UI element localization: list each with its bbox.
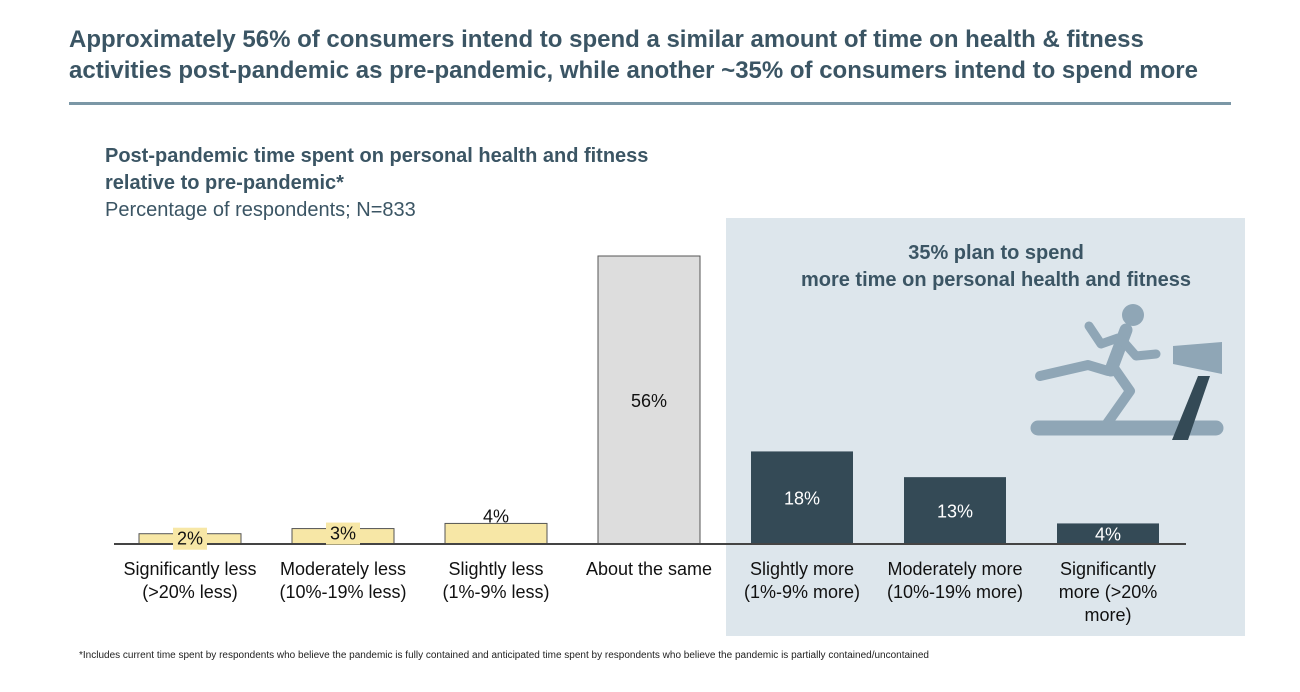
category-label-1-line-0: Moderately less bbox=[280, 559, 406, 579]
category-label-1-line-1: (10%-19% less) bbox=[279, 582, 406, 602]
category-label-4-line-0: Slightly more bbox=[750, 559, 854, 579]
category-labels: Significantly less (>20% less) Moderately … bbox=[123, 559, 1157, 625]
bars bbox=[138, 255, 1159, 545]
value-label-0: 2% bbox=[177, 529, 203, 549]
category-label-3-line-0: About the same bbox=[586, 559, 712, 579]
value-label-bg-0 bbox=[173, 527, 207, 550]
more-time-highlight-panel: 35% plan to spend more time on personal … bbox=[726, 218, 1245, 636]
headline-line-2: activities post-pandemic as pre-pandemic… bbox=[69, 57, 1198, 84]
value-labels: 2% 3% 4% 56% 18% 13% 4% bbox=[173, 391, 1121, 550]
headline-line-1: Approximately 56% of consumers intend to… bbox=[69, 26, 1144, 53]
category-label-2-line-0: Slightly less bbox=[448, 559, 543, 579]
callout-line-1: 35% plan to spend bbox=[908, 242, 1084, 264]
treadmill-runner-icon bbox=[1030, 304, 1224, 440]
bar-4 bbox=[751, 451, 853, 544]
value-label-2: 4% bbox=[483, 506, 509, 526]
category-label-0-line-0: Significantly less bbox=[123, 559, 256, 579]
category-label-5-line-1: (10%-19% more) bbox=[887, 582, 1023, 602]
category-label-6-line-1: more (>20% bbox=[1059, 582, 1158, 602]
bar-3 bbox=[597, 255, 701, 545]
headline-divider bbox=[69, 102, 1231, 105]
value-label-5: 13% bbox=[937, 502, 973, 522]
category-label-4-line-1: (1%-9% more) bbox=[744, 582, 860, 602]
callout-line-2: more time on personal health and fitness bbox=[800, 269, 1192, 291]
category-label-6-line-0: Significantly bbox=[1060, 559, 1156, 579]
bar-5 bbox=[904, 477, 1006, 544]
headline: Approximately 56% of consumers intend to… bbox=[69, 24, 1249, 86]
category-label-5-line-0: Moderately more bbox=[887, 559, 1022, 579]
bar-6 bbox=[1057, 523, 1159, 544]
footnote: *Includes current time spent by responde… bbox=[79, 650, 929, 661]
category-label-2-line-1: (1%-9% less) bbox=[442, 582, 549, 602]
chart-title-block: Post-pandemic time spent on personal hea… bbox=[105, 143, 705, 224]
value-label-6: 4% bbox=[1095, 525, 1121, 545]
category-label-0-line-1: (>20% less) bbox=[142, 582, 238, 602]
value-label-bg-1 bbox=[326, 522, 360, 545]
value-label-3: 56% bbox=[631, 391, 667, 411]
bar-2 bbox=[444, 522, 548, 545]
category-label-6-line-2: more) bbox=[1084, 605, 1131, 625]
callout-text: 35% plan to spend more time on personal … bbox=[726, 240, 1266, 294]
chart-title: Post-pandemic time spent on personal hea… bbox=[105, 145, 649, 194]
value-label-4: 18% bbox=[784, 489, 820, 509]
value-label-1: 3% bbox=[330, 524, 356, 544]
chart-subtitle: Percentage of respondents; N=833 bbox=[105, 199, 416, 221]
